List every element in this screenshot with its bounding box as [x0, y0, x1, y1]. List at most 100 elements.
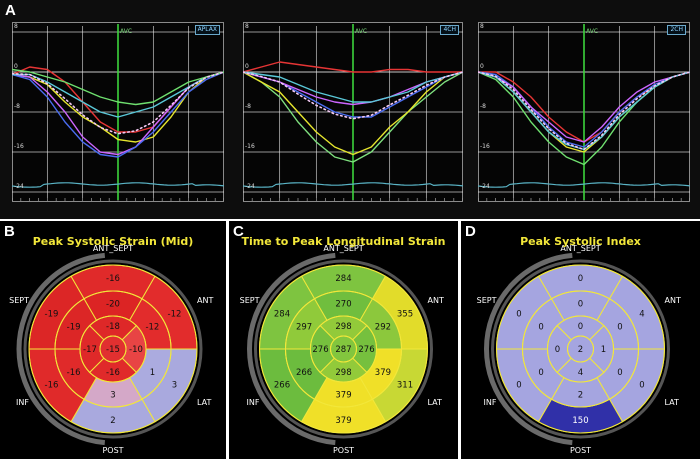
avc-marker-label: AVC [120, 28, 133, 35]
y-tick-label: 8 [480, 23, 484, 30]
bullseye-svg: 284 355 311 379 266 284 270 292 379 379 266 297 298 2… [240, 244, 444, 455]
segment-value: 0 [578, 300, 583, 310]
segment-value: 284 [335, 274, 351, 284]
bullseye-title-index: Peak Systolic Index [520, 235, 641, 248]
ring-outline [99, 335, 127, 363]
panel-label-c: C [233, 223, 244, 240]
segment-value: 3 [110, 391, 115, 401]
bullseye-panel-strain: B Peak Systolic Strain (Mid) -16 -12 3 2 -16… [0, 221, 226, 459]
strain-curve-4 [12, 71, 224, 158]
background-trace [12, 182, 224, 188]
ring-outline [547, 315, 614, 383]
segment-value: 379 [375, 368, 391, 378]
y-tick-label: -16 [14, 143, 24, 150]
strain-curve-5 [478, 71, 690, 143]
wall-label-sept: SEPT [9, 296, 29, 305]
segment-value: -18 [106, 322, 120, 332]
segment-value: -17 [83, 345, 97, 355]
wall-label-ant: ANT [665, 296, 681, 305]
y-tick-label: -16 [245, 143, 255, 150]
segment-value: 2 [578, 345, 583, 355]
y-tick-label: 0 [480, 63, 484, 70]
bullseye-title-strain: Peak Systolic Strain (Mid) [32, 235, 194, 248]
bullseye-outer-ring [23, 259, 203, 439]
bullseye-outer-ring [254, 259, 433, 439]
segment-value: 0 [639, 381, 644, 391]
segment-value: 298 [335, 368, 351, 378]
ring-outline [567, 335, 594, 363]
segment-value: 0 [617, 322, 622, 332]
segment-value: 1 [150, 368, 155, 378]
segment-value: 4 [578, 368, 583, 378]
strain-plot-svg [12, 22, 224, 202]
segment-value: 2 [110, 416, 115, 426]
wall-label-ant-sept: ANT_SEPT [323, 244, 363, 253]
y-tick-label: 8 [245, 23, 249, 30]
ring-outline [522, 290, 639, 408]
segment-value: 355 [397, 310, 413, 320]
segment-value: 311 [397, 381, 413, 391]
segment-value: -12 [168, 310, 182, 320]
segment-value: 292 [375, 322, 391, 332]
segment-value: -16 [106, 274, 120, 284]
y-tick-label: -24 [14, 183, 24, 190]
y-tick-label: -24 [245, 183, 255, 190]
ring-outline [28, 264, 198, 434]
background-trace [243, 182, 463, 188]
segment-value: 0 [578, 322, 583, 332]
bullseye-panel-time: C Time to Peak Longitudinal Strain 284 35… [229, 221, 458, 459]
bullseye-halo [484, 252, 573, 446]
y-tick-label: -8 [480, 103, 486, 110]
segment-value: 276 [358, 345, 374, 355]
wall-label-sept: SEPT [240, 296, 260, 305]
y-tick-label: 0 [14, 63, 18, 70]
strain-curve-3 [243, 71, 463, 156]
ring-outline [79, 315, 147, 383]
y-tick-label: -8 [14, 103, 20, 110]
segment-value: 4 [639, 310, 644, 320]
strain-plot-4ch: 8 0 -8 -16 -24 AVC 4CH [243, 22, 463, 202]
panel-label-d: D [465, 223, 476, 240]
segment-value: 270 [335, 300, 351, 310]
ring-outline [330, 335, 357, 363]
segment-value: 284 [274, 310, 290, 320]
avc-marker-label: AVC [586, 28, 599, 35]
segment-value: 379 [335, 391, 351, 401]
wall-label-ant-sept: ANT_SEPT [560, 244, 600, 253]
segment-value: -12 [145, 322, 159, 332]
view-tag: 4CH [440, 25, 459, 35]
segment-value: 0 [578, 274, 583, 284]
wall-label-ant: ANT [428, 296, 444, 305]
wall-label-sept: SEPT [477, 296, 497, 305]
segment-value: 298 [335, 322, 351, 332]
wall-label-lat: LAT [428, 398, 442, 407]
strain-curve-1 [243, 61, 463, 73]
segment-value: 379 [335, 416, 351, 426]
bullseye-outer-ring [491, 259, 670, 439]
segment-value: 0 [538, 368, 543, 378]
segment-value: -10 [129, 345, 143, 355]
view-tag: APLAX [194, 25, 220, 35]
ring-outline [496, 264, 665, 434]
y-tick-label: -8 [245, 103, 251, 110]
mean-strain-curve [12, 71, 224, 135]
segment-value: 0 [555, 345, 560, 355]
segment-value: 150 [572, 416, 588, 426]
segment-value: -19 [45, 310, 59, 320]
ring-outline [54, 290, 172, 408]
strain-curve-6 [243, 71, 463, 103]
bullseye-title-time: Time to Peak Longitudinal Strain [241, 235, 446, 248]
ring-outline [259, 264, 428, 434]
strain-curve-6 [12, 68, 224, 106]
segment-value: 0 [516, 381, 521, 391]
wall-label-post: POST [333, 446, 354, 455]
wall-label-inf: INF [247, 398, 260, 407]
segment-value: 3 [172, 381, 177, 391]
ring-outline [285, 290, 402, 408]
wall-label-ant: ANT [197, 296, 213, 305]
bullseye-svg: -16 -12 3 2 -16 -19 -20 -12 1 3 -16 -19 -18 -10 -16 -17… [9, 244, 213, 455]
strain-plot-svg [243, 22, 463, 202]
strain-curve-2 [243, 71, 463, 163]
segment-value: 2 [578, 391, 583, 401]
wall-label-inf: INF [484, 398, 497, 407]
